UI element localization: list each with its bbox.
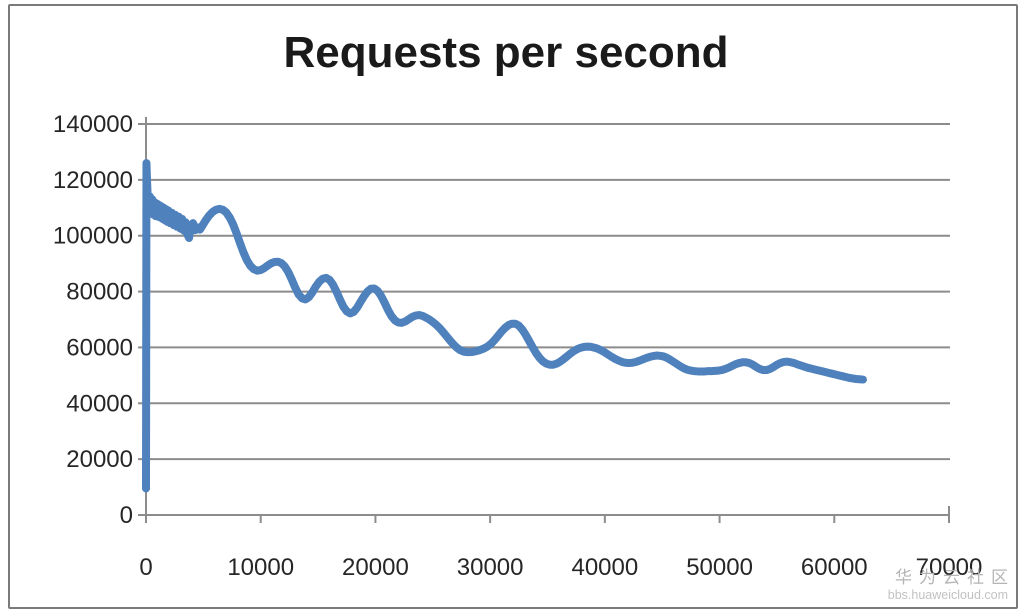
y-tick-label-140000: 140000	[53, 111, 133, 138]
series-line-0	[142, 159, 867, 493]
watermark-community-text: 华为云社区	[895, 568, 1015, 587]
y-tick-label-20000: 20000	[66, 446, 133, 473]
y-tick-label-40000: 40000	[66, 390, 133, 417]
watermark: 华为云社区 bbs.huaweicloud.com	[888, 568, 1008, 602]
x-tick-label-70000: 70000	[916, 554, 983, 581]
watermark-url: bbs.huaweicloud.com	[887, 587, 1008, 602]
chart-title: Requests per second	[283, 28, 729, 77]
x-tick-label-40000: 40000	[571, 554, 638, 581]
x-tick-label-60000: 60000	[801, 554, 868, 581]
x-tick-label-50000: 50000	[686, 554, 753, 581]
y-tick-label-0: 0	[120, 502, 133, 529]
x-tick-label-20000: 20000	[342, 554, 409, 581]
x-tick-label-0: 0	[139, 554, 152, 581]
y-tick-label-80000: 80000	[66, 279, 133, 306]
y-tick-label-100000: 100000	[53, 223, 133, 250]
x-tick-label-10000: 10000	[227, 554, 294, 581]
y-tick-label-120000: 120000	[53, 167, 133, 194]
y-tick-label-60000: 60000	[66, 334, 133, 361]
x-tick-label-30000: 30000	[457, 554, 524, 581]
